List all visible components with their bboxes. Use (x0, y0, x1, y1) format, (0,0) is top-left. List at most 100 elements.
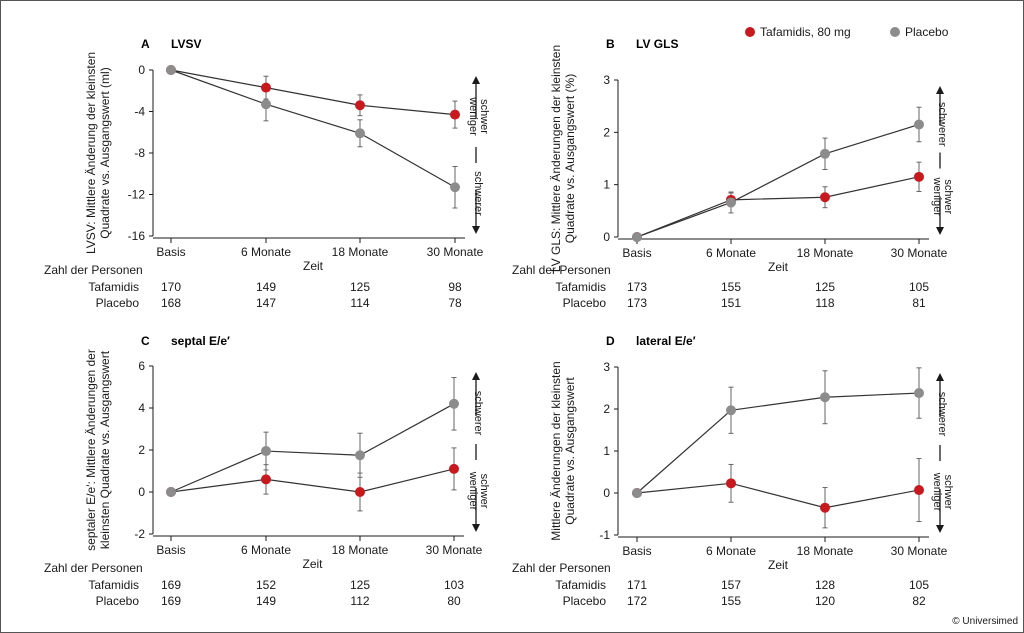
y-axis-label: Quadrate vs. Ausgangswert (%) (563, 74, 577, 243)
x-tick-label: Basis (622, 246, 651, 260)
series-line (636, 176, 920, 238)
y-tick-label: -16 (128, 229, 146, 243)
data-point (726, 478, 736, 489)
severity-label: schwerer (936, 102, 948, 147)
panel-title: LVSV (171, 37, 201, 51)
x-tick-label: 30 Monate (891, 246, 948, 260)
table-row-label: Tafamidis (88, 578, 139, 592)
severity-arrow-down (472, 226, 480, 234)
severity-label: weniger (467, 471, 479, 511)
data-point (632, 488, 642, 498)
copyright-label: © Universimed (952, 616, 1018, 627)
table-cell: 173 (627, 296, 647, 310)
y-axis-label: kleinsten Quadrate vs. Ausgangswert (98, 350, 112, 549)
panel-a: A LVSV 0 -4 -8 -12 -16 Basis 6 Monate 18 Monate 30… (44, 37, 490, 310)
series-line (636, 392, 920, 494)
table-cell: 82 (912, 594, 926, 608)
y-tick-label: 0 (138, 485, 145, 499)
data-point (166, 65, 176, 75)
y-axis-label: Mittlere Änderungen der kleinsten (549, 361, 563, 540)
severity-arrow-down (936, 525, 944, 533)
x-tick-label: Basis (622, 544, 651, 558)
panel-letter: C (141, 334, 150, 348)
x-tick-label: 18 Monate (797, 544, 854, 558)
table-cell: 171 (627, 578, 647, 592)
panel-title: lateral E/e′ (636, 334, 696, 348)
table-cell: 173 (627, 280, 647, 294)
y-tick-label: 2 (603, 125, 610, 139)
table-row-label: Placebo (96, 296, 140, 310)
y-tick-label: 4 (138, 401, 145, 415)
y-tick-label: 3 (603, 360, 610, 374)
y-axis-label: LVSV: Mittlere Änderung der kleinsten (84, 52, 98, 254)
x-tick-label: 30 Monate (891, 544, 948, 558)
table-cell: 125 (815, 280, 835, 294)
legend-label-placebo: Placebo (905, 25, 949, 39)
x-axis-label: Zeit (302, 557, 323, 571)
y-tick-label: 2 (138, 443, 145, 457)
severity-label: weniger (467, 96, 479, 136)
table-row-label: Tafamidis (555, 280, 606, 294)
y-tick-label: 0 (603, 230, 610, 244)
data-point (355, 487, 365, 497)
table-cell: 155 (721, 280, 741, 294)
table-cell: 80 (447, 594, 461, 608)
table-cell: 125 (350, 280, 370, 294)
table-cell: 103 (444, 578, 464, 592)
x-axis-label: Zeit (303, 259, 324, 273)
table-cell: 149 (256, 594, 276, 608)
panel-letter: D (606, 334, 615, 348)
y-tick-label: -12 (128, 188, 146, 202)
severity-label: schwer (942, 475, 954, 510)
y-tick-label: -8 (134, 146, 145, 160)
y-tick-label: 2 (603, 402, 610, 416)
severity-arrow-down (936, 227, 944, 235)
severity-label: schwerer (936, 392, 948, 437)
table-row-label: Placebo (563, 296, 607, 310)
data-point (632, 232, 642, 242)
x-axis-label: Zeit (768, 260, 789, 274)
x-tick-label: 18 Monate (332, 543, 389, 557)
data-point (449, 398, 459, 409)
severity-arrow-up (936, 373, 944, 381)
data-point (261, 474, 271, 485)
panel-title: septal E/e′ (171, 334, 230, 348)
y-tick-label: 1 (603, 444, 610, 458)
y-tick-label: 0 (603, 486, 610, 500)
table-cell: 155 (721, 594, 741, 608)
table-cell: 170 (161, 280, 181, 294)
table-cell: 120 (815, 594, 835, 608)
legend-marker-placebo (890, 27, 900, 37)
x-tick-label: 6 Monate (241, 245, 291, 259)
data-point (449, 463, 459, 474)
table-cell: 149 (256, 280, 276, 294)
data-point (450, 109, 460, 120)
severity-label: weniger (931, 176, 943, 216)
data-point (355, 100, 365, 111)
x-tick-label: 30 Monate (427, 245, 484, 259)
y-tick-label: 1 (603, 178, 610, 192)
table-header: Zahl der Personen (44, 561, 143, 575)
data-point (820, 148, 830, 159)
y-tick-label: -4 (134, 105, 145, 119)
severity-arrow-up (472, 372, 480, 380)
x-tick-label: 6 Monate (241, 543, 291, 557)
table-cell: 151 (721, 296, 741, 310)
data-point (450, 182, 460, 193)
y-tick-label: 6 (138, 359, 145, 373)
panel-letter: A (141, 37, 150, 51)
data-point (261, 82, 271, 93)
x-tick-label: 18 Monate (332, 245, 389, 259)
x-tick-label: 6 Monate (706, 246, 756, 260)
y-tick-label: -2 (134, 527, 145, 541)
series-line (636, 123, 920, 238)
table-row-label: Placebo (563, 594, 607, 608)
panel-b: B LV GLS 0 1 2 3 Basis 6 Monate 18 Monate 30 Mona… (512, 37, 954, 310)
severity-label: schwer (478, 474, 490, 509)
table-cell: 105 (909, 280, 929, 294)
series-line (170, 69, 456, 116)
table-cell: 114 (350, 296, 369, 310)
